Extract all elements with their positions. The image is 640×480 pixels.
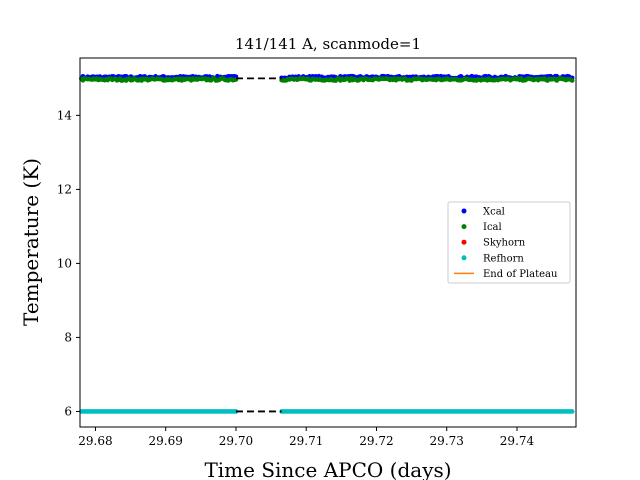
x-tick-label: 29.73 [430,434,464,448]
x-tick-label: 29.71 [289,434,323,448]
legend-entry-label: Xcal [483,207,505,218]
legend-entry-label: Ical [483,222,502,233]
x-axis-label: Time Since APCO (days) [204,458,451,480]
plot-frame [79,57,577,428]
series-refhorn-points [79,409,575,414]
y-tick-label: 8 [64,330,72,344]
y-tick-label: 6 [64,404,72,418]
x-axis-ticks: 29.68 29.69 29.70 29.71 29.72 29.73 29.74 [78,427,535,448]
data-point [569,409,575,414]
series-ical-points [79,76,575,83]
legend: Xcal Ical Skyhorn Refhorn End of Plateau [447,201,571,284]
x-tick-label: 29.68 [78,434,112,448]
legend-entry-label: Skyhorn [483,238,526,249]
y-tick-label: 10 [57,256,72,270]
y-tick-label: 12 [57,182,72,196]
legend-point-marker [461,208,467,214]
x-tick-label: 29.74 [500,434,535,448]
x-tick-label: 29.70 [219,434,253,448]
plot-points [79,73,575,414]
x-tick-label: 29.69 [149,434,183,448]
legend-point-marker [461,239,467,245]
y-axis-label: Temperature (K) [19,158,43,326]
legend-entry-label: Refhorn [483,253,524,264]
x-tick-label: 29.72 [359,434,393,448]
data-point [569,78,575,83]
y-tick-label: 14 [57,108,73,122]
chart-title: 141/141 A, scanmode=1 [235,35,421,53]
y-axis-ticks: 6 8 10 12 14 [57,108,80,418]
legend-box [447,201,571,284]
legend-point-marker [461,255,467,261]
legend-entry-label: End of Plateau [483,269,558,280]
gap-lines [235,77,282,413]
legend-point-marker [461,224,467,230]
